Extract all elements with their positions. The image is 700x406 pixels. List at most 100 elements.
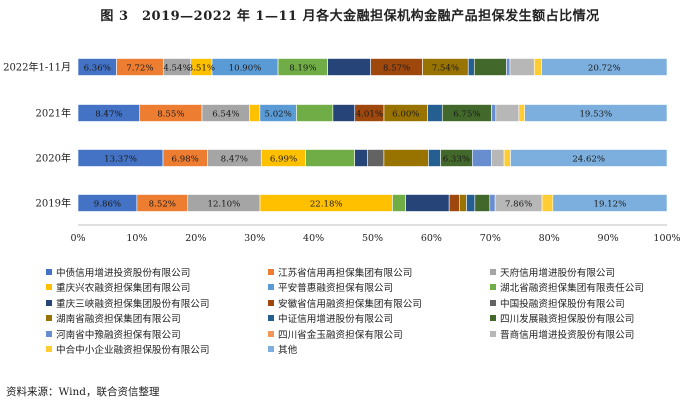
x-tick-label: 60% <box>421 233 442 244</box>
category-label: 2021年 <box>36 107 71 120</box>
x-tick-label: 10% <box>126 233 147 244</box>
data-label: 22.18% <box>310 199 343 209</box>
legend-swatch <box>490 268 496 275</box>
bar-segment <box>427 104 443 122</box>
legend-swatch <box>46 346 52 353</box>
legend-label: 中债信用增进投资股份有限公司 <box>56 267 191 279</box>
bar-segment <box>506 58 511 76</box>
x-tick-label: 20% <box>185 233 206 244</box>
x-tick-label: 90% <box>598 233 619 244</box>
legend-swatch <box>490 299 496 306</box>
legend-swatch <box>490 315 496 322</box>
data-label: 5.02% <box>265 109 292 119</box>
data-label: 6.36% <box>84 63 111 73</box>
legend-label: 重庆兴农融资担保集团有限公司 <box>56 283 191 295</box>
legend-label: 重庆三峡融资担保集团股份有限公司 <box>56 298 210 310</box>
data-label: 7.54% <box>432 63 459 73</box>
data-label: 20.72% <box>588 63 621 73</box>
data-label: 6.00% <box>392 109 419 119</box>
legend-label: 河南省中豫融资担保有限公司 <box>56 329 181 341</box>
bar-segment <box>533 58 542 76</box>
x-tick-label: 30% <box>244 233 265 244</box>
data-label: 12.10% <box>207 199 240 209</box>
segment-labels: 6.36% 7.72% 4.54%3.51% 10.90% 8.19% 8.57% 7.54… <box>84 63 627 209</box>
data-label: 6.33% <box>443 154 470 164</box>
legend-swatch <box>490 284 496 291</box>
bar-segment <box>474 194 491 212</box>
data-label: 6.98% <box>172 154 199 164</box>
legend-label: 湖北省融资担保集团有限责任公司 <box>500 283 644 295</box>
x-tick-label: 40% <box>303 233 324 244</box>
legend-swatch <box>490 330 496 337</box>
bar-segment <box>367 149 385 167</box>
bar-segment <box>509 58 535 76</box>
legend-label: 四川省金玉融资担保有限公司 <box>278 329 403 341</box>
bar-segment <box>354 149 368 167</box>
data-label: 9.86% <box>94 199 121 209</box>
category-label: 2019年 <box>36 197 71 210</box>
bar-segment <box>392 194 406 212</box>
bar-segment <box>491 104 497 122</box>
legend-swatch <box>46 299 52 306</box>
category-label: 2020年 <box>36 152 71 165</box>
bar-segment <box>332 104 356 122</box>
legend-item: 江苏省信用再担保集团有限公司 <box>268 264 490 280</box>
legend-item: 湖北省融资担保集团有限责任公司 <box>490 280 686 296</box>
legend-swatch <box>268 284 274 291</box>
data-label: 10.90% <box>229 63 262 73</box>
x-tick-label: 80% <box>539 233 560 244</box>
bar-segment <box>296 104 334 122</box>
legend-item: 晋商信用增进投资股份有限公司 <box>490 326 686 342</box>
legend-item: 中证信用增进股份有限公司 <box>268 311 490 327</box>
x-tick-label: 50% <box>362 233 383 244</box>
data-label: 8.55% <box>157 109 184 119</box>
bar-segment <box>489 194 496 212</box>
legend-item: 重庆三峡融资担保集团股份有限公司 <box>46 295 268 311</box>
x-tick-labels: 0% 10% 20% 30% 40% 50% 60% 70% 80% 90% 100% <box>70 233 680 244</box>
legend-item: 重庆兴农融资担保集团有限公司 <box>46 280 268 296</box>
x-tick-label: 70% <box>480 233 501 244</box>
legend-swatch <box>268 268 274 275</box>
legend-swatch <box>46 268 52 275</box>
legend-swatch <box>268 315 274 322</box>
data-label: 19.53% <box>579 109 612 119</box>
data-label: 4.54% <box>163 63 190 73</box>
x-tick-label: 100% <box>653 233 680 244</box>
data-label: 24.62% <box>572 154 605 164</box>
data-label: 6.75% <box>453 109 480 119</box>
legend-swatch <box>268 346 274 353</box>
legend-label: 江苏省信用再担保集团有限公司 <box>278 267 413 279</box>
figure-title: 图 3 2019—2022 年 1—11 月各大金融担保机构金融产品担保发生额占… <box>100 9 600 24</box>
x-tick-label: 0% <box>70 233 85 244</box>
legend-item: 四川发展融资担保股份有限公司 <box>490 311 686 327</box>
bar-segment <box>471 149 492 167</box>
data-label: 8.57% <box>383 63 410 73</box>
category-labels: 2022年1-11月 2021年 2020年 2019年 <box>3 61 71 210</box>
legend-label: 平安普惠融资担保有限公司 <box>278 283 394 295</box>
data-label: 8.47% <box>221 154 248 164</box>
legend-swatch <box>268 330 274 337</box>
data-label: 8.52% <box>149 199 176 209</box>
data-label: 3.51% <box>188 63 215 73</box>
legend-item: 中合中小企业融资担保股份有限公司 <box>46 342 268 358</box>
legend-label: 天府信用增进股份有限公司 <box>500 267 616 279</box>
legend-swatch <box>46 315 52 322</box>
data-label: 8.47% <box>95 109 122 119</box>
category-label: 2022年1-11月 <box>3 61 71 74</box>
bar-segment <box>405 194 450 212</box>
data-label: 7.86% <box>505 199 532 209</box>
data-label: 4.01% <box>356 109 383 119</box>
data-label: 13.37% <box>104 154 137 164</box>
bar-segment <box>541 194 554 212</box>
data-label: 8.19% <box>289 63 316 73</box>
legend-label: 湖南省融资担保集团有限公司 <box>56 314 181 326</box>
legend-item: 天府信用增进股份有限公司 <box>490 264 686 280</box>
data-label: 7.72% <box>126 63 153 73</box>
bar-segment <box>466 194 476 212</box>
legend-swatch <box>268 299 274 306</box>
chart-legend: 中债信用增进投资股份有限公司 江苏省信用再担保集团有限公司 天府信用增进股份有限公司… <box>46 264 686 357</box>
legend-swatch <box>46 330 52 337</box>
legend-item: 安徽省信用融资担保集团有限公司 <box>268 295 490 311</box>
bar-segment <box>448 194 460 212</box>
bar-segment <box>249 104 261 122</box>
